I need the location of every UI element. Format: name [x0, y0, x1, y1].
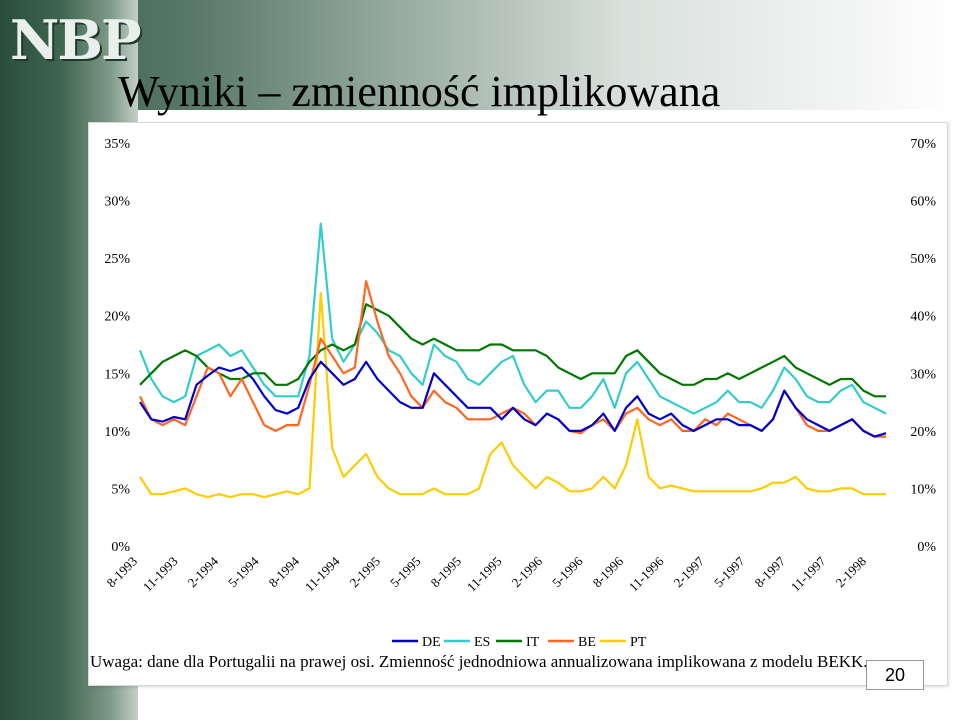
x-tick-label: 2-1996 [508, 553, 545, 590]
x-tick-label: 11-1994 [302, 553, 343, 594]
y-tick-label-right: 10% [910, 482, 936, 497]
y-tick-label-left: 30% [104, 195, 130, 210]
x-tick-label: 2-1994 [184, 553, 221, 590]
y-tick-label-left: 15% [104, 367, 130, 382]
legend-label-pt: PT [630, 635, 647, 650]
legend-label-it: IT [526, 635, 540, 650]
x-tick-label: 8-1997 [751, 553, 788, 590]
y-tick-label-left: 0% [111, 540, 130, 555]
x-tick-label: 5-1996 [549, 553, 586, 590]
y-tick-label-right: 70% [910, 137, 936, 152]
header-band [0, 0, 960, 110]
x-tick-label: 2-1997 [670, 553, 707, 590]
x-tick-label: 8-1994 [265, 553, 302, 590]
y-tick-label-right: 40% [910, 310, 936, 325]
series-line-pt [139, 291, 886, 499]
y-tick-label-left: 25% [104, 252, 130, 267]
x-tick-label: 11-1997 [788, 553, 829, 594]
y-tick-label-left: 10% [104, 425, 130, 440]
y-tick-label-left: 5% [111, 482, 130, 497]
legend-label-es: ES [474, 635, 490, 650]
y-tick-label-right: 50% [910, 252, 936, 267]
nbp-logo: NBP [10, 8, 142, 72]
legend-label-be: BE [578, 635, 596, 650]
x-tick-label: 11-1996 [626, 553, 667, 594]
x-tick-label: 2-1998 [832, 554, 869, 591]
y-tick-label-left: 20% [104, 310, 130, 325]
x-tick-label: 8-1995 [427, 554, 464, 591]
x-tick-label: 8-1993 [103, 554, 140, 591]
x-tick-label: 5-1995 [387, 554, 424, 591]
legend-label-de: DE [422, 635, 441, 650]
x-tick-label: 5-1997 [711, 553, 748, 590]
chart-panel [88, 122, 948, 686]
series-line-de [139, 360, 887, 438]
y-tick-label-right: 0% [917, 540, 936, 555]
y-tick-label-right: 20% [910, 425, 936, 440]
y-tick-label-right: 30% [910, 367, 936, 382]
x-tick-label: 11-1995 [464, 554, 505, 595]
slide-title: Wyniki – zmienność implikowana [118, 67, 721, 116]
series-line-es [138, 222, 887, 415]
y-tick-label-right: 60% [910, 195, 936, 210]
series-line-it [139, 303, 886, 398]
x-tick-label: 8-1996 [589, 553, 626, 590]
x-tick-label: 5-1994 [225, 553, 262, 590]
y-tick-label-left: 35% [104, 137, 130, 152]
footnote: Uwaga: dane dla Portugalii na prawej osi… [90, 652, 868, 671]
page-number: 20 [866, 660, 924, 690]
x-tick-label: 11-1993 [140, 554, 181, 595]
x-tick-label: 2-1995 [346, 554, 383, 591]
